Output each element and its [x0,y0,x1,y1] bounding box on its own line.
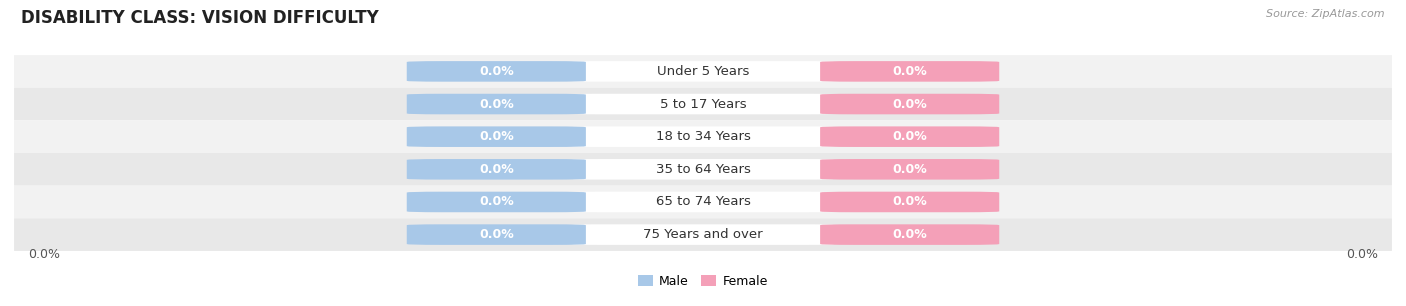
FancyBboxPatch shape [820,94,1000,114]
FancyBboxPatch shape [14,88,1392,120]
FancyBboxPatch shape [406,61,586,82]
FancyBboxPatch shape [820,61,1000,82]
FancyBboxPatch shape [406,94,586,114]
Text: 0.0%: 0.0% [479,98,513,110]
FancyBboxPatch shape [572,224,834,245]
FancyBboxPatch shape [820,159,1000,180]
FancyBboxPatch shape [14,218,1392,251]
Text: DISABILITY CLASS: VISION DIFFICULTY: DISABILITY CLASS: VISION DIFFICULTY [21,9,378,27]
FancyBboxPatch shape [572,126,834,147]
Text: 0.0%: 0.0% [893,163,927,176]
Text: 75 Years and over: 75 Years and over [643,228,763,241]
Text: 0.0%: 0.0% [1346,248,1378,261]
FancyBboxPatch shape [14,186,1392,218]
Text: 0.0%: 0.0% [28,248,60,261]
Text: 0.0%: 0.0% [479,228,513,241]
FancyBboxPatch shape [572,159,834,180]
Text: 0.0%: 0.0% [893,196,927,208]
Text: Under 5 Years: Under 5 Years [657,65,749,78]
Text: 35 to 64 Years: 35 to 64 Years [655,163,751,176]
FancyBboxPatch shape [820,192,1000,212]
Text: 18 to 34 Years: 18 to 34 Years [655,130,751,143]
FancyBboxPatch shape [14,153,1392,186]
Text: 0.0%: 0.0% [479,163,513,176]
Text: 0.0%: 0.0% [479,196,513,208]
FancyBboxPatch shape [14,55,1392,88]
FancyBboxPatch shape [406,224,586,245]
FancyBboxPatch shape [572,192,834,212]
Text: 0.0%: 0.0% [893,130,927,143]
Text: 5 to 17 Years: 5 to 17 Years [659,98,747,110]
FancyBboxPatch shape [820,224,1000,245]
Text: 0.0%: 0.0% [893,98,927,110]
Text: 0.0%: 0.0% [479,65,513,78]
FancyBboxPatch shape [406,126,586,147]
Legend: Male, Female: Male, Female [638,275,768,288]
FancyBboxPatch shape [820,126,1000,147]
Text: 65 to 74 Years: 65 to 74 Years [655,196,751,208]
Text: 0.0%: 0.0% [893,228,927,241]
FancyBboxPatch shape [572,61,834,82]
FancyBboxPatch shape [406,159,586,180]
Text: 0.0%: 0.0% [479,130,513,143]
FancyBboxPatch shape [406,192,586,212]
FancyBboxPatch shape [14,120,1392,153]
FancyBboxPatch shape [572,94,834,114]
Text: Source: ZipAtlas.com: Source: ZipAtlas.com [1267,9,1385,19]
Text: 0.0%: 0.0% [893,65,927,78]
